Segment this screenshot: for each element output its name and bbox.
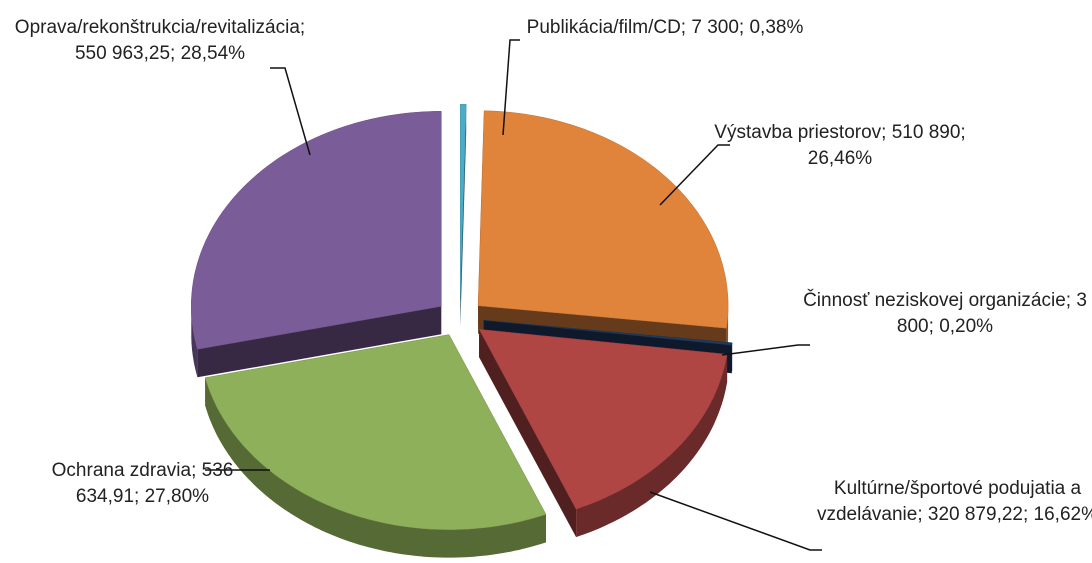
label-part: 510 890 [891, 122, 961, 143]
label-part: 27,80% [144, 486, 210, 507]
label-part: ; [928, 316, 940, 337]
label-part: 536 634,91 [75, 460, 234, 507]
label-part: 320 879,22 [927, 504, 1023, 525]
label-part: Výstavba priestorov [714, 122, 882, 143]
label-part: ; [917, 504, 928, 525]
label-part: ; [134, 486, 145, 507]
label-part: Ochrana zdravia [51, 460, 192, 481]
label-part: ; [1022, 504, 1034, 525]
label-part: ; [191, 460, 202, 481]
label-part: ; [170, 43, 181, 64]
leader-line [270, 67, 311, 156]
slice-side [576, 354, 728, 538]
data-label: Ochrana zdravia; 536 634,91; 27,80% [20, 458, 265, 510]
label-part: 7 300 [691, 17, 739, 38]
label-part: Činnosť neziskovej organizácie [803, 290, 1066, 311]
slice-wall [197, 306, 442, 378]
slice [483, 320, 733, 346]
slice [204, 334, 547, 530]
label-part: 26,46% [807, 148, 873, 169]
leader-line [659, 144, 730, 206]
slice [477, 110, 729, 329]
leader-line [721, 344, 810, 356]
label-part: 3 800 [896, 290, 1087, 337]
label-part: ; [299, 17, 306, 38]
slice [478, 329, 728, 510]
label-part: 550 963,25 [74, 43, 171, 64]
leader-line [502, 39, 520, 136]
label-part: ; [960, 122, 966, 143]
label-part: ; [680, 17, 692, 38]
label-part: 0,38% [749, 17, 804, 38]
slice [460, 104, 467, 300]
label-part: Oprava/rekonštrukcia/revitalizácia [14, 17, 300, 38]
data-label: Činnosť neziskovej organizácie; 3 800; 0… [800, 288, 1090, 340]
label-part: 0,20% [939, 316, 994, 337]
label-part: Publikácia/film/CD [526, 17, 681, 38]
slice-side [191, 306, 198, 378]
label-part: ; [881, 122, 892, 143]
label-part: 28,54% [180, 43, 246, 64]
data-label: Kultúrne/športové podujatia a vzdelávani… [815, 476, 1092, 528]
leader-line [649, 491, 822, 551]
label-part: Kultúrne/športové podujatia a vzdelávani… [816, 478, 1082, 525]
data-label: Publikácia/film/CD; 7 300; 0,38% [505, 15, 825, 41]
slice [191, 111, 442, 350]
slice-wall [479, 329, 577, 538]
label-part: 16,62% [1033, 504, 1092, 525]
label-part: ; [738, 17, 750, 38]
slice-side [205, 377, 546, 558]
label-part: ; [1065, 290, 1077, 311]
data-label: Oprava/rekonštrukcia/revitalizácia; 550 … [5, 15, 315, 67]
data-label: Výstavba priestorov; 510 890; 26,46% [700, 120, 980, 172]
